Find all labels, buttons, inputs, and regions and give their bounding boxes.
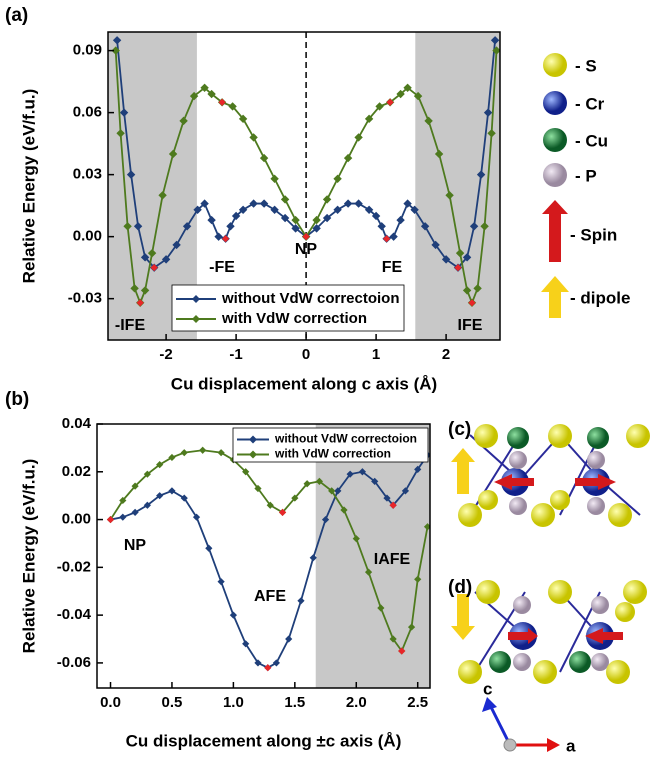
y-tick-label: -0.04 bbox=[57, 606, 92, 623]
point-marker bbox=[285, 635, 292, 642]
point-marker bbox=[312, 216, 320, 224]
legend-label: without VdW correctoion bbox=[221, 290, 400, 307]
panel-label: (a) bbox=[5, 5, 28, 26]
point-marker bbox=[389, 232, 397, 240]
point-marker bbox=[249, 199, 257, 207]
structure-c: (c) bbox=[448, 419, 650, 527]
y-tick-label: -0.02 bbox=[57, 558, 91, 575]
point-marker bbox=[270, 175, 278, 183]
y-tick-label: 0.02 bbox=[62, 463, 91, 480]
annotation: AFE bbox=[254, 588, 286, 605]
legend-label: with VdW correction bbox=[221, 310, 367, 327]
x-tick-label: 0 bbox=[302, 346, 310, 363]
point-marker bbox=[230, 612, 237, 619]
y-axis-title: Relative Energy (eV/f.u.) bbox=[19, 459, 38, 654]
x-axis-title: Cu displacement along c axis (Å) bbox=[171, 374, 437, 393]
point-marker bbox=[297, 597, 304, 604]
point-marker bbox=[218, 578, 225, 585]
point-marker bbox=[344, 154, 352, 162]
dipole-arrow bbox=[541, 276, 569, 318]
y-tick-label: -0.06 bbox=[57, 654, 91, 671]
y-tick-label: 0.00 bbox=[62, 511, 91, 528]
axis-label: a bbox=[566, 736, 576, 755]
x-tick-label: 0.5 bbox=[162, 694, 183, 711]
annotation: -FE bbox=[209, 259, 235, 276]
key-label: - P bbox=[575, 166, 597, 185]
point-marker bbox=[168, 487, 175, 494]
annotation: IAFE bbox=[374, 551, 411, 568]
y-tick-label: 0.09 bbox=[73, 42, 102, 59]
x-axis-title: Cu displacement along ±c axis (Å) bbox=[126, 731, 402, 750]
point-marker bbox=[260, 199, 268, 207]
cr-atom bbox=[543, 91, 567, 115]
atom-key: - S - Cr - Cu - P - Spin - dipole bbox=[541, 53, 630, 318]
annotation: NP bbox=[295, 241, 318, 258]
spin-arrow bbox=[542, 200, 568, 262]
point-marker bbox=[323, 195, 331, 203]
point-marker bbox=[119, 514, 126, 521]
x-tick-label: 1 bbox=[372, 346, 380, 363]
point-marker bbox=[226, 222, 234, 230]
y-tick-label: 0.00 bbox=[73, 228, 102, 245]
point-marker bbox=[378, 222, 386, 230]
p-atom bbox=[543, 163, 567, 187]
legend-label: without VdW correctoion bbox=[274, 432, 417, 446]
point-marker bbox=[199, 447, 206, 454]
x-tick-label: 2 bbox=[442, 346, 450, 363]
x-tick-label: -1 bbox=[229, 346, 242, 363]
panel-label: (b) bbox=[5, 389, 29, 410]
annotation: FE bbox=[382, 259, 403, 276]
point-marker bbox=[181, 449, 188, 456]
point-marker bbox=[354, 133, 362, 141]
point-marker bbox=[168, 454, 175, 461]
panel-label: (c) bbox=[448, 419, 471, 440]
x-tick-label: 0.0 bbox=[100, 694, 121, 711]
key-label: - S bbox=[575, 56, 597, 75]
point-marker bbox=[333, 175, 341, 183]
y-tick-label: 0.06 bbox=[73, 104, 102, 121]
point-marker bbox=[260, 154, 268, 162]
axis-label: c bbox=[483, 679, 492, 698]
y-tick-label: 0.04 bbox=[62, 415, 92, 432]
structure-d: (d) bbox=[448, 577, 647, 684]
legend-label: with VdW correction bbox=[274, 447, 391, 461]
point-marker bbox=[205, 545, 212, 552]
point-marker bbox=[249, 133, 257, 141]
y-tick-label: 0.03 bbox=[73, 166, 102, 183]
annotation: NP bbox=[124, 537, 147, 554]
key-label: - dipole bbox=[570, 288, 630, 307]
critical-point bbox=[264, 664, 271, 671]
key-label: - Cu bbox=[575, 131, 608, 150]
point-marker bbox=[214, 232, 222, 240]
key-label: - Cr bbox=[575, 94, 605, 113]
annotation: IFE bbox=[458, 317, 483, 334]
x-tick-label: 1.5 bbox=[284, 694, 305, 711]
point-marker bbox=[281, 195, 289, 203]
y-tick-label: -0.03 bbox=[68, 290, 102, 307]
point-marker bbox=[218, 449, 225, 456]
critical-point bbox=[222, 235, 229, 242]
point-marker bbox=[273, 659, 280, 666]
point-marker bbox=[344, 199, 352, 207]
x-tick-label: 2.0 bbox=[346, 694, 367, 711]
figure: - S - Cr - Cu - P - Spin - dipole (c) bbox=[0, 0, 653, 765]
critical-point bbox=[383, 235, 390, 242]
point-marker bbox=[396, 216, 404, 224]
annotation: -IFE bbox=[115, 317, 146, 334]
x-tick-label: 1.0 bbox=[223, 694, 244, 711]
s-atom bbox=[543, 53, 567, 77]
x-tick-label: -2 bbox=[159, 346, 172, 363]
point-marker bbox=[291, 216, 299, 224]
key-label: - Spin bbox=[570, 225, 617, 244]
point-marker bbox=[354, 199, 362, 207]
cu-atom bbox=[543, 128, 567, 152]
point-marker bbox=[207, 216, 215, 224]
x-tick-label: 2.5 bbox=[407, 694, 428, 711]
panel-label: (d) bbox=[448, 577, 472, 598]
y-axis-title: Relative Energy (eV/f.u.) bbox=[19, 89, 38, 284]
point-marker bbox=[131, 509, 138, 516]
lattice-axes: c a bbox=[482, 679, 576, 755]
